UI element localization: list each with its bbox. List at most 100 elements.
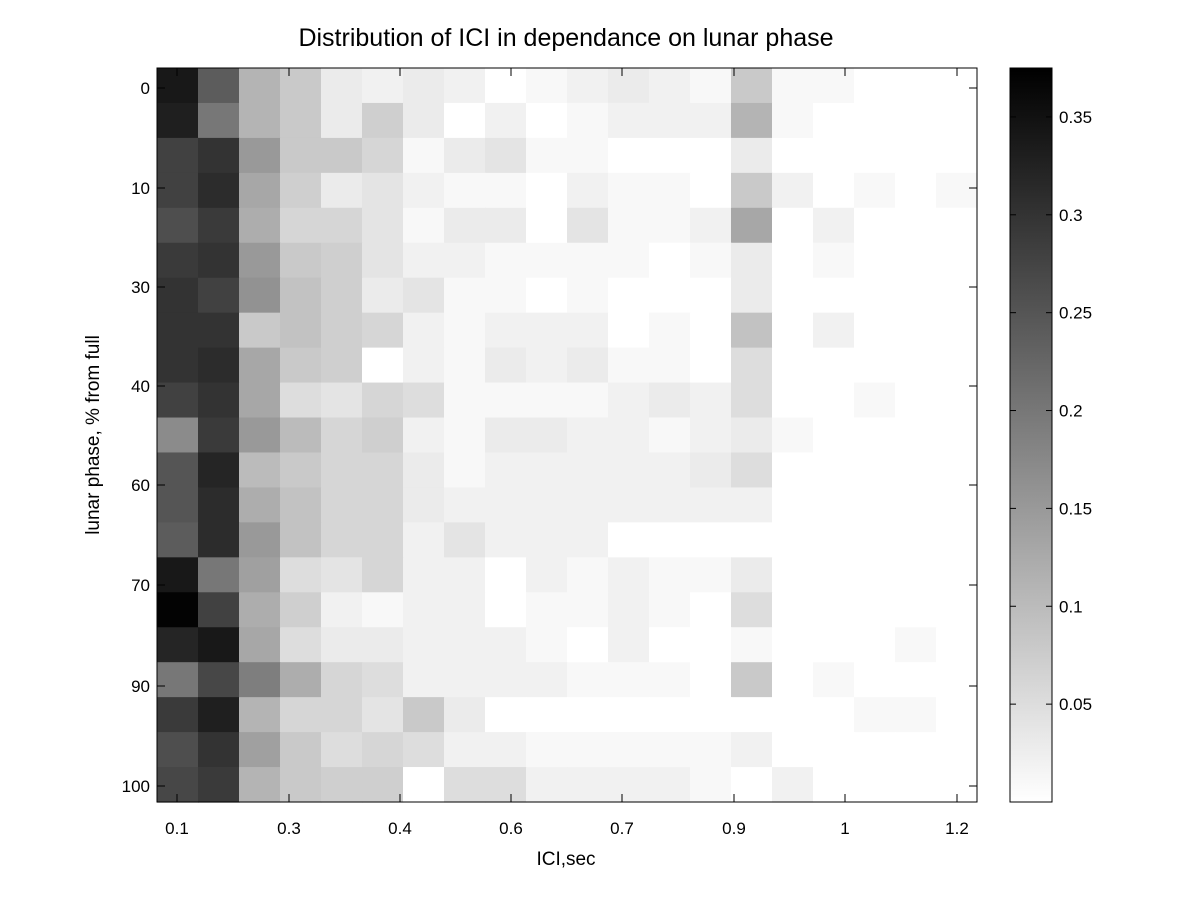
heatmap-cell [813, 662, 855, 698]
heatmap-cell [362, 382, 404, 419]
heatmap-cell [608, 242, 650, 279]
heatmap-cell [608, 732, 650, 768]
heatmap-cell [321, 312, 363, 349]
heatmap-cell [567, 732, 609, 768]
heatmap-cell [813, 68, 855, 104]
heatmap-cell [567, 242, 609, 279]
heatmap-cell [813, 277, 855, 314]
heatmap-cell [444, 557, 486, 593]
heatmap-cell [813, 592, 855, 628]
y-tick-label: 0 [141, 79, 150, 98]
heatmap-cell [936, 417, 978, 454]
heatmap-cell [362, 662, 404, 698]
heatmap-cell [936, 522, 978, 558]
heatmap-cell [731, 137, 773, 174]
heatmap-cell [362, 312, 404, 349]
heatmap-cell [321, 137, 363, 174]
colorbar-tick-label: 0.1 [1059, 597, 1083, 616]
x-tick-label: 0.7 [610, 819, 634, 838]
heatmap-cell [649, 137, 691, 174]
heatmap-cell [198, 732, 240, 768]
heatmap-cell [444, 732, 486, 768]
heatmap-cell [567, 382, 609, 419]
heatmap-cell [608, 452, 650, 489]
y-axis-label: lunar phase, % from full [83, 335, 104, 535]
heatmap-cell [321, 522, 363, 558]
heatmap-cell [526, 627, 568, 663]
heatmap-cell [198, 207, 240, 244]
heatmap-cell [649, 172, 691, 209]
heatmap-cell [772, 662, 814, 698]
heatmap-cell [280, 102, 322, 139]
heatmap-cell [198, 312, 240, 349]
heatmap-cell [813, 557, 855, 593]
heatmap-cell [239, 347, 281, 384]
heatmap-cells [157, 68, 978, 803]
heatmap-cell [649, 732, 691, 768]
heatmap-cell [608, 102, 650, 139]
heatmap-cell [936, 592, 978, 628]
heatmap-cell [690, 172, 732, 209]
heatmap-cell [157, 732, 199, 768]
heatmap-cell [403, 557, 445, 593]
heatmap-cell [362, 102, 404, 139]
heatmap-cell [690, 277, 732, 314]
heatmap-cell [485, 627, 527, 663]
heatmap-cell [403, 102, 445, 139]
heatmap-cell [813, 347, 855, 384]
heatmap-cell [649, 452, 691, 489]
heatmap-cell [157, 767, 199, 803]
heatmap-cell [403, 137, 445, 174]
heatmap-cell [608, 312, 650, 349]
y-tick-label: 100 [122, 777, 150, 796]
heatmap-cell [526, 487, 568, 523]
heatmap-cell [649, 207, 691, 244]
heatmap-cell [772, 697, 814, 733]
heatmap-cell [772, 627, 814, 663]
heatmap-cell [239, 242, 281, 279]
heatmap-cell [731, 312, 773, 349]
heatmap-cell [485, 68, 527, 104]
heatmap-cell [813, 697, 855, 733]
heatmap-cell [608, 487, 650, 523]
heatmap-cell [157, 347, 199, 384]
heatmap-cell [895, 732, 937, 768]
heatmap-cell [813, 627, 855, 663]
heatmap-cell [567, 592, 609, 628]
heatmap-cell [321, 487, 363, 523]
heatmap-cell [813, 242, 855, 279]
heatmap-cell [813, 312, 855, 349]
heatmap-cell [567, 697, 609, 733]
heatmap-cell [649, 522, 691, 558]
heatmap-cell [936, 487, 978, 523]
heatmap-cell [936, 697, 978, 733]
heatmap-cell [936, 277, 978, 314]
heatmap-cell [608, 522, 650, 558]
heatmap-cell [690, 452, 732, 489]
heatmap-cell [444, 627, 486, 663]
heatmap-cell [936, 452, 978, 489]
heatmap-cell [567, 522, 609, 558]
heatmap-cell [690, 68, 732, 104]
heatmap-cell [772, 452, 814, 489]
heatmap-cell [239, 452, 281, 489]
heatmap-cell [198, 627, 240, 663]
heatmap-cell [239, 312, 281, 349]
heatmap-cell [198, 102, 240, 139]
colorbar-tick-label: 0.25 [1059, 304, 1092, 323]
heatmap-cell [403, 242, 445, 279]
heatmap-cell [444, 207, 486, 244]
heatmap-cell [239, 102, 281, 139]
heatmap-cell [731, 557, 773, 593]
x-axis-label: ICI,sec [536, 849, 595, 870]
heatmap-cell [526, 732, 568, 768]
heatmap-cell [731, 207, 773, 244]
heatmap-cell [444, 592, 486, 628]
heatmap-cell [198, 522, 240, 558]
heatmap-cell [239, 557, 281, 593]
heatmap-cell [854, 417, 896, 454]
heatmap-cell [813, 172, 855, 209]
heatmap-cell [690, 487, 732, 523]
heatmap-cell [362, 767, 404, 803]
heatmap-cell [198, 137, 240, 174]
